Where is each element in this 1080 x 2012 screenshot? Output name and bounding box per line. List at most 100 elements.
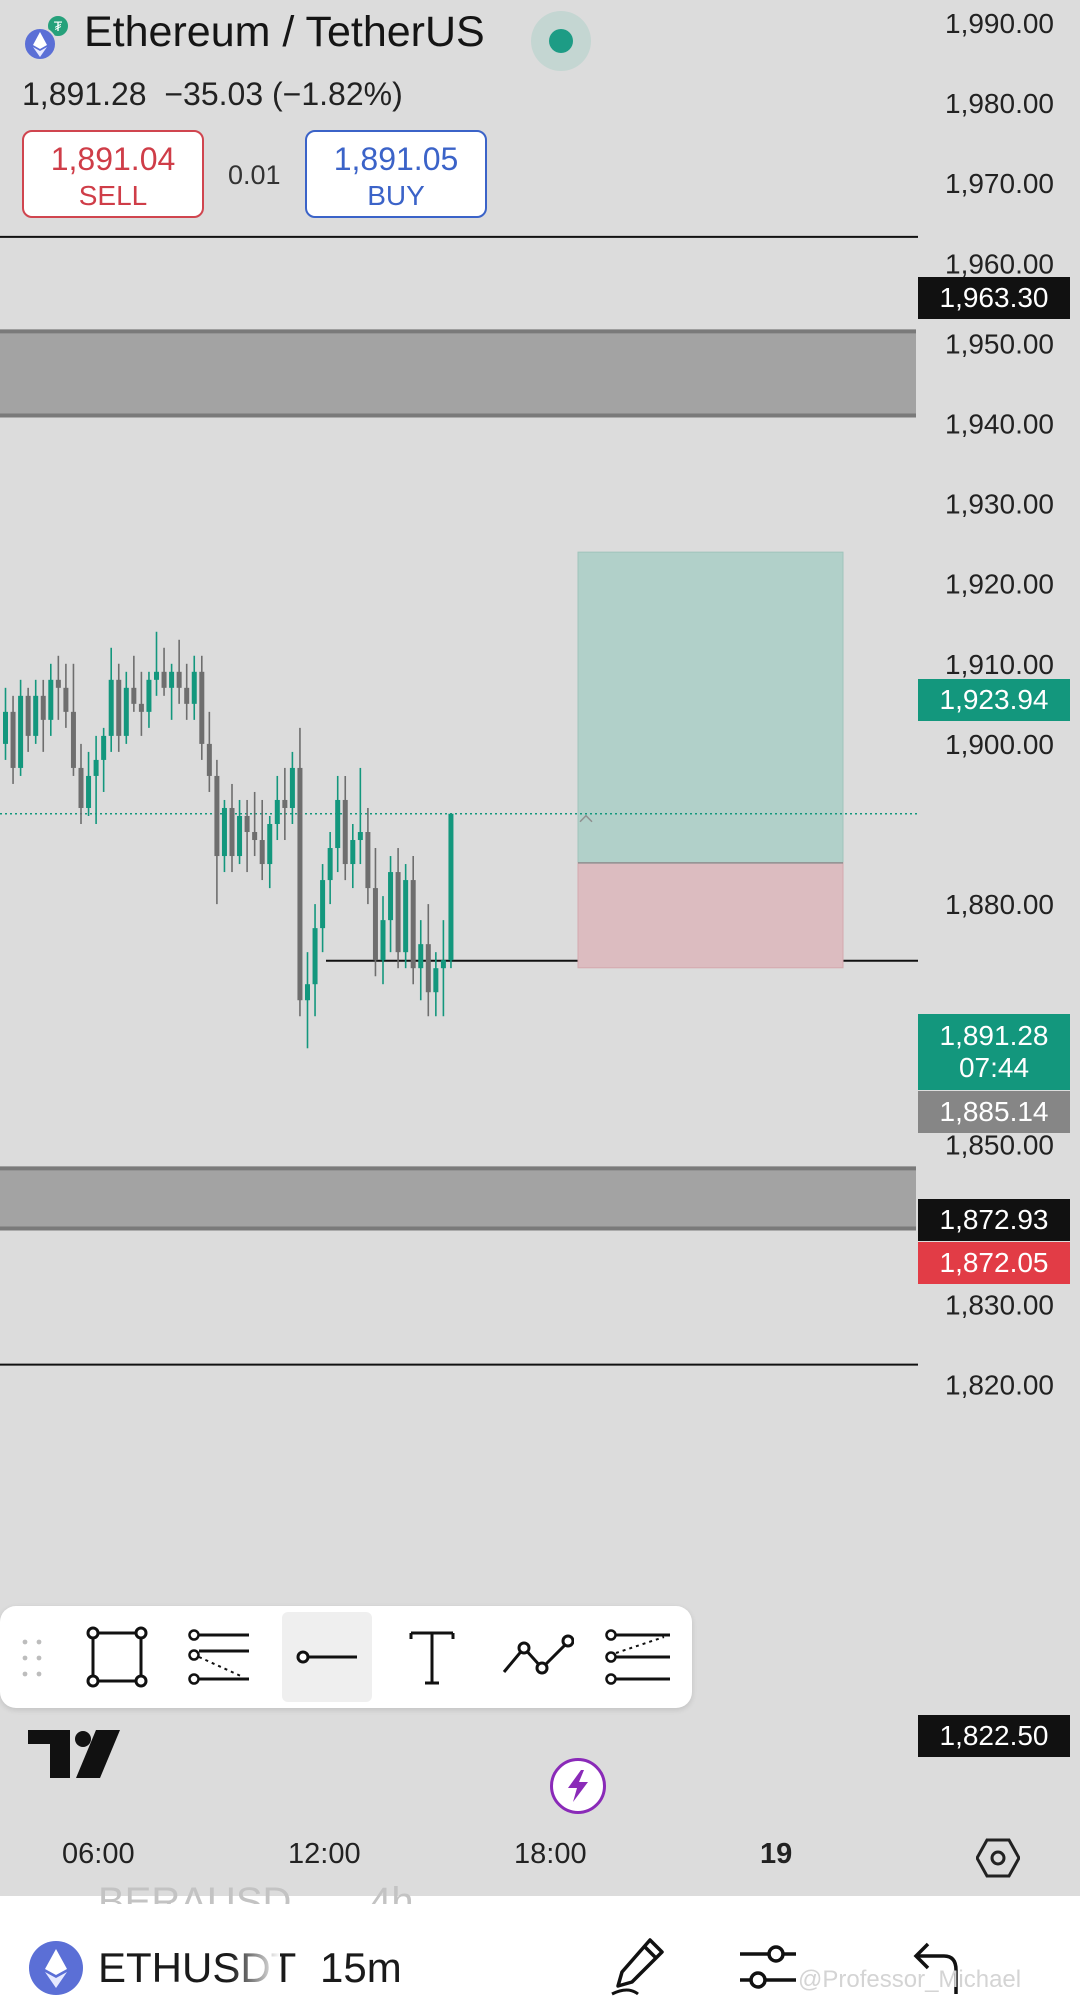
position-profit-zone[interactable] <box>577 551 844 864</box>
candle-body <box>3 711 8 744</box>
candle <box>380 896 386 985</box>
candle <box>342 775 348 881</box>
candle <box>138 671 144 736</box>
candle-body <box>206 743 212 776</box>
candle-body <box>365 832 371 889</box>
candle-body <box>289 767 295 808</box>
rectangle-tool-icon <box>86 1626 148 1688</box>
ethereum-icon[interactable] <box>28 1940 84 1996</box>
candle <box>214 759 220 905</box>
candle <box>131 655 137 712</box>
buy-button[interactable]: 1,891.05 BUY <box>305 130 487 218</box>
candle <box>297 727 303 1017</box>
candle <box>237 799 243 865</box>
ethereum-icon <box>23 27 57 61</box>
symbol-fade <box>230 1940 280 1998</box>
path-tool-icon <box>502 1634 574 1675</box>
line-tool-icon <box>296 1650 357 1664</box>
settings-icon[interactable] <box>976 1838 1020 1878</box>
price-change-pct: (−1.82%) <box>272 76 403 112</box>
candle <box>289 751 295 824</box>
candle <box>176 639 182 704</box>
flash-button[interactable] <box>550 1758 606 1814</box>
candle <box>244 799 250 873</box>
candle-body <box>388 872 394 921</box>
forecast-tool-button[interactable] <box>593 1612 683 1702</box>
candle-body <box>448 813 454 961</box>
sell-price: 1,891.04 <box>50 141 176 177</box>
time-label-day-19: 19 <box>760 1838 793 1870</box>
price-axis-label: 1,830.00 <box>945 1290 1054 1321</box>
hline-lower-tag[interactable]: 1,872.93 <box>918 1199 1070 1241</box>
candle-body <box>161 671 167 688</box>
candle-body <box>395 872 401 953</box>
price-axis-label: 1,820.00 <box>945 1370 1054 1401</box>
candle-body <box>229 807 235 857</box>
path-tool-button[interactable] <box>492 1612 582 1702</box>
watermark: @Professor_Michael <box>798 1966 1022 1993</box>
buy-label: BUY <box>367 180 425 211</box>
undo-icon[interactable] <box>904 1936 960 1998</box>
pair-title[interactable]: Ethereum / TetherUS <box>84 8 485 56</box>
candle <box>25 687 31 752</box>
candle-body <box>274 799 280 824</box>
candle <box>55 655 61 720</box>
line-tool-button[interactable] <box>282 1612 372 1702</box>
spread-value: 0.01 <box>228 160 281 190</box>
candle <box>101 727 107 792</box>
candle-body <box>372 888 378 961</box>
bar-countdown: 07:44 <box>958 1052 1030 1083</box>
candle-body <box>297 767 303 1001</box>
candle-body <box>184 687 190 704</box>
candle <box>169 663 175 720</box>
candle <box>350 824 356 889</box>
candle-body <box>154 671 159 680</box>
candle-body <box>252 832 258 841</box>
candle <box>282 767 288 841</box>
time-label-0600: 06:00 <box>62 1838 135 1870</box>
candle-body <box>25 695 31 736</box>
candle-body <box>425 944 431 993</box>
live-status-icon[interactable] <box>531 11 591 71</box>
hline-upper-tag[interactable]: 1,963.30 <box>918 277 1070 319</box>
pencil-icon[interactable] <box>608 1936 670 1998</box>
candle <box>305 952 310 1049</box>
current-price-tag[interactable]: 1,891.28 07:44 <box>918 1014 1070 1090</box>
drag-handle-icon[interactable] <box>20 1636 44 1680</box>
price-axis-label: 1,910.00 <box>945 649 1054 680</box>
position-loss-zone[interactable] <box>577 862 844 969</box>
sell-button[interactable]: 1,891.04 SELL <box>22 130 204 218</box>
candle-body <box>93 759 99 776</box>
fib-tool-button[interactable] <box>175 1612 265 1702</box>
stop-price-tag[interactable]: 1,872.05 <box>918 1242 1070 1284</box>
zone-demand[interactable] <box>0 1168 916 1229</box>
candle-body <box>86 775 92 808</box>
candle <box>78 743 84 824</box>
price-axis-label: 1,970.00 <box>945 168 1054 199</box>
entry-price-tag[interactable]: 1,885.14 <box>918 1091 1070 1133</box>
target-price-tag[interactable]: 1,923.94 <box>918 679 1070 721</box>
candle-body <box>176 671 182 688</box>
candle <box>440 920 446 1017</box>
candle-body <box>312 928 318 985</box>
candle-body <box>267 824 273 865</box>
zone-supply[interactable] <box>0 331 916 416</box>
candle <box>63 663 69 728</box>
candle-body <box>357 832 363 841</box>
candle <box>86 751 92 816</box>
sliders-icon[interactable] <box>738 1936 798 1998</box>
candle <box>433 952 439 1017</box>
candle-body <box>33 695 39 736</box>
text-tool-button[interactable] <box>387 1612 477 1702</box>
rectangle-tool-button[interactable] <box>72 1612 162 1702</box>
interval-selector[interactable]: 15m <box>320 1944 402 1991</box>
candle-body <box>40 695 46 720</box>
candle-body <box>169 671 175 688</box>
time-label-1200: 12:00 <box>288 1838 361 1870</box>
candle-body <box>199 671 205 744</box>
price-change: −35.03 <box>164 76 264 112</box>
position-handle-icon[interactable] <box>579 814 593 823</box>
price-axis-label: 1,960.00 <box>945 248 1054 279</box>
hline-bottom-tag[interactable]: 1,822.50 <box>918 1715 1070 1757</box>
candle <box>40 679 46 752</box>
